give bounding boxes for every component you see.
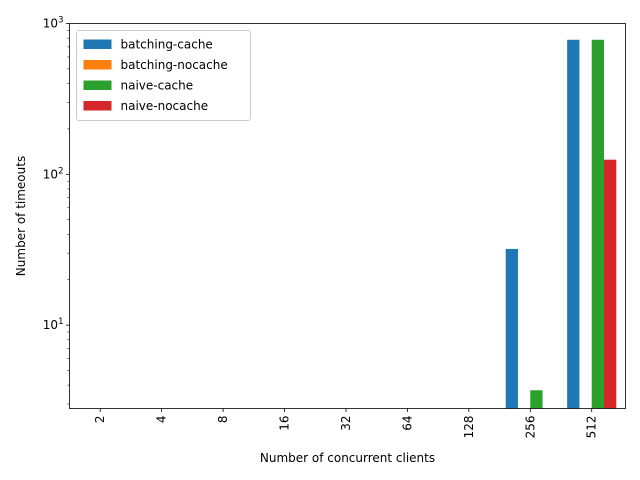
legend-swatch-naive-cache	[83, 80, 112, 90]
y-axis-label: Number of timeouts	[14, 156, 28, 276]
legend-swatch-naive-nocache	[83, 101, 112, 111]
legend: batching-cache batching-nocache naive-cach…	[76, 30, 251, 121]
x-tick-label-8: 8	[216, 416, 230, 424]
bar-naive-cache-256	[530, 390, 543, 409]
legend-label-batching-nocache: batching-nocache	[121, 58, 228, 72]
legend-frame	[76, 30, 251, 121]
legend-label-naive-nocache: naive-nocache	[121, 99, 209, 113]
legend-swatch-batching-nocache	[83, 60, 112, 70]
y-tick-label-1000: 103	[43, 16, 64, 31]
legend-swatch-batching-cache	[83, 39, 112, 49]
x-tick-label-2: 2	[93, 416, 107, 424]
bar-naive-cache-512	[591, 39, 604, 409]
x-tick-label-64: 64	[400, 416, 414, 431]
legend-label-naive-cache: naive-cache	[121, 79, 194, 93]
x-axis-label: Number of concurrent clients	[260, 451, 435, 465]
x-tick-label-256: 256	[523, 416, 537, 439]
bars-layer	[505, 39, 617, 409]
legend-label-batching-cache: batching-cache	[121, 38, 213, 52]
axes-layer: 2 4 8 16 32 64 128 256 512 101 102 103	[43, 16, 626, 439]
bar-naive-nocache-512	[604, 159, 617, 409]
plot-frame	[69, 23, 626, 409]
bar-batching-cache-256	[505, 248, 518, 409]
x-tick-label-4: 4	[155, 416, 169, 424]
x-tick-label-16: 16	[278, 416, 292, 431]
x-tick-label-512: 512	[585, 416, 599, 439]
x-tick-label-32: 32	[339, 416, 353, 431]
x-tick-label-128: 128	[462, 416, 476, 439]
y-tick-label-100: 102	[43, 166, 64, 181]
y-tick-label-10: 101	[43, 317, 64, 332]
bar-batching-cache-512	[567, 39, 580, 409]
